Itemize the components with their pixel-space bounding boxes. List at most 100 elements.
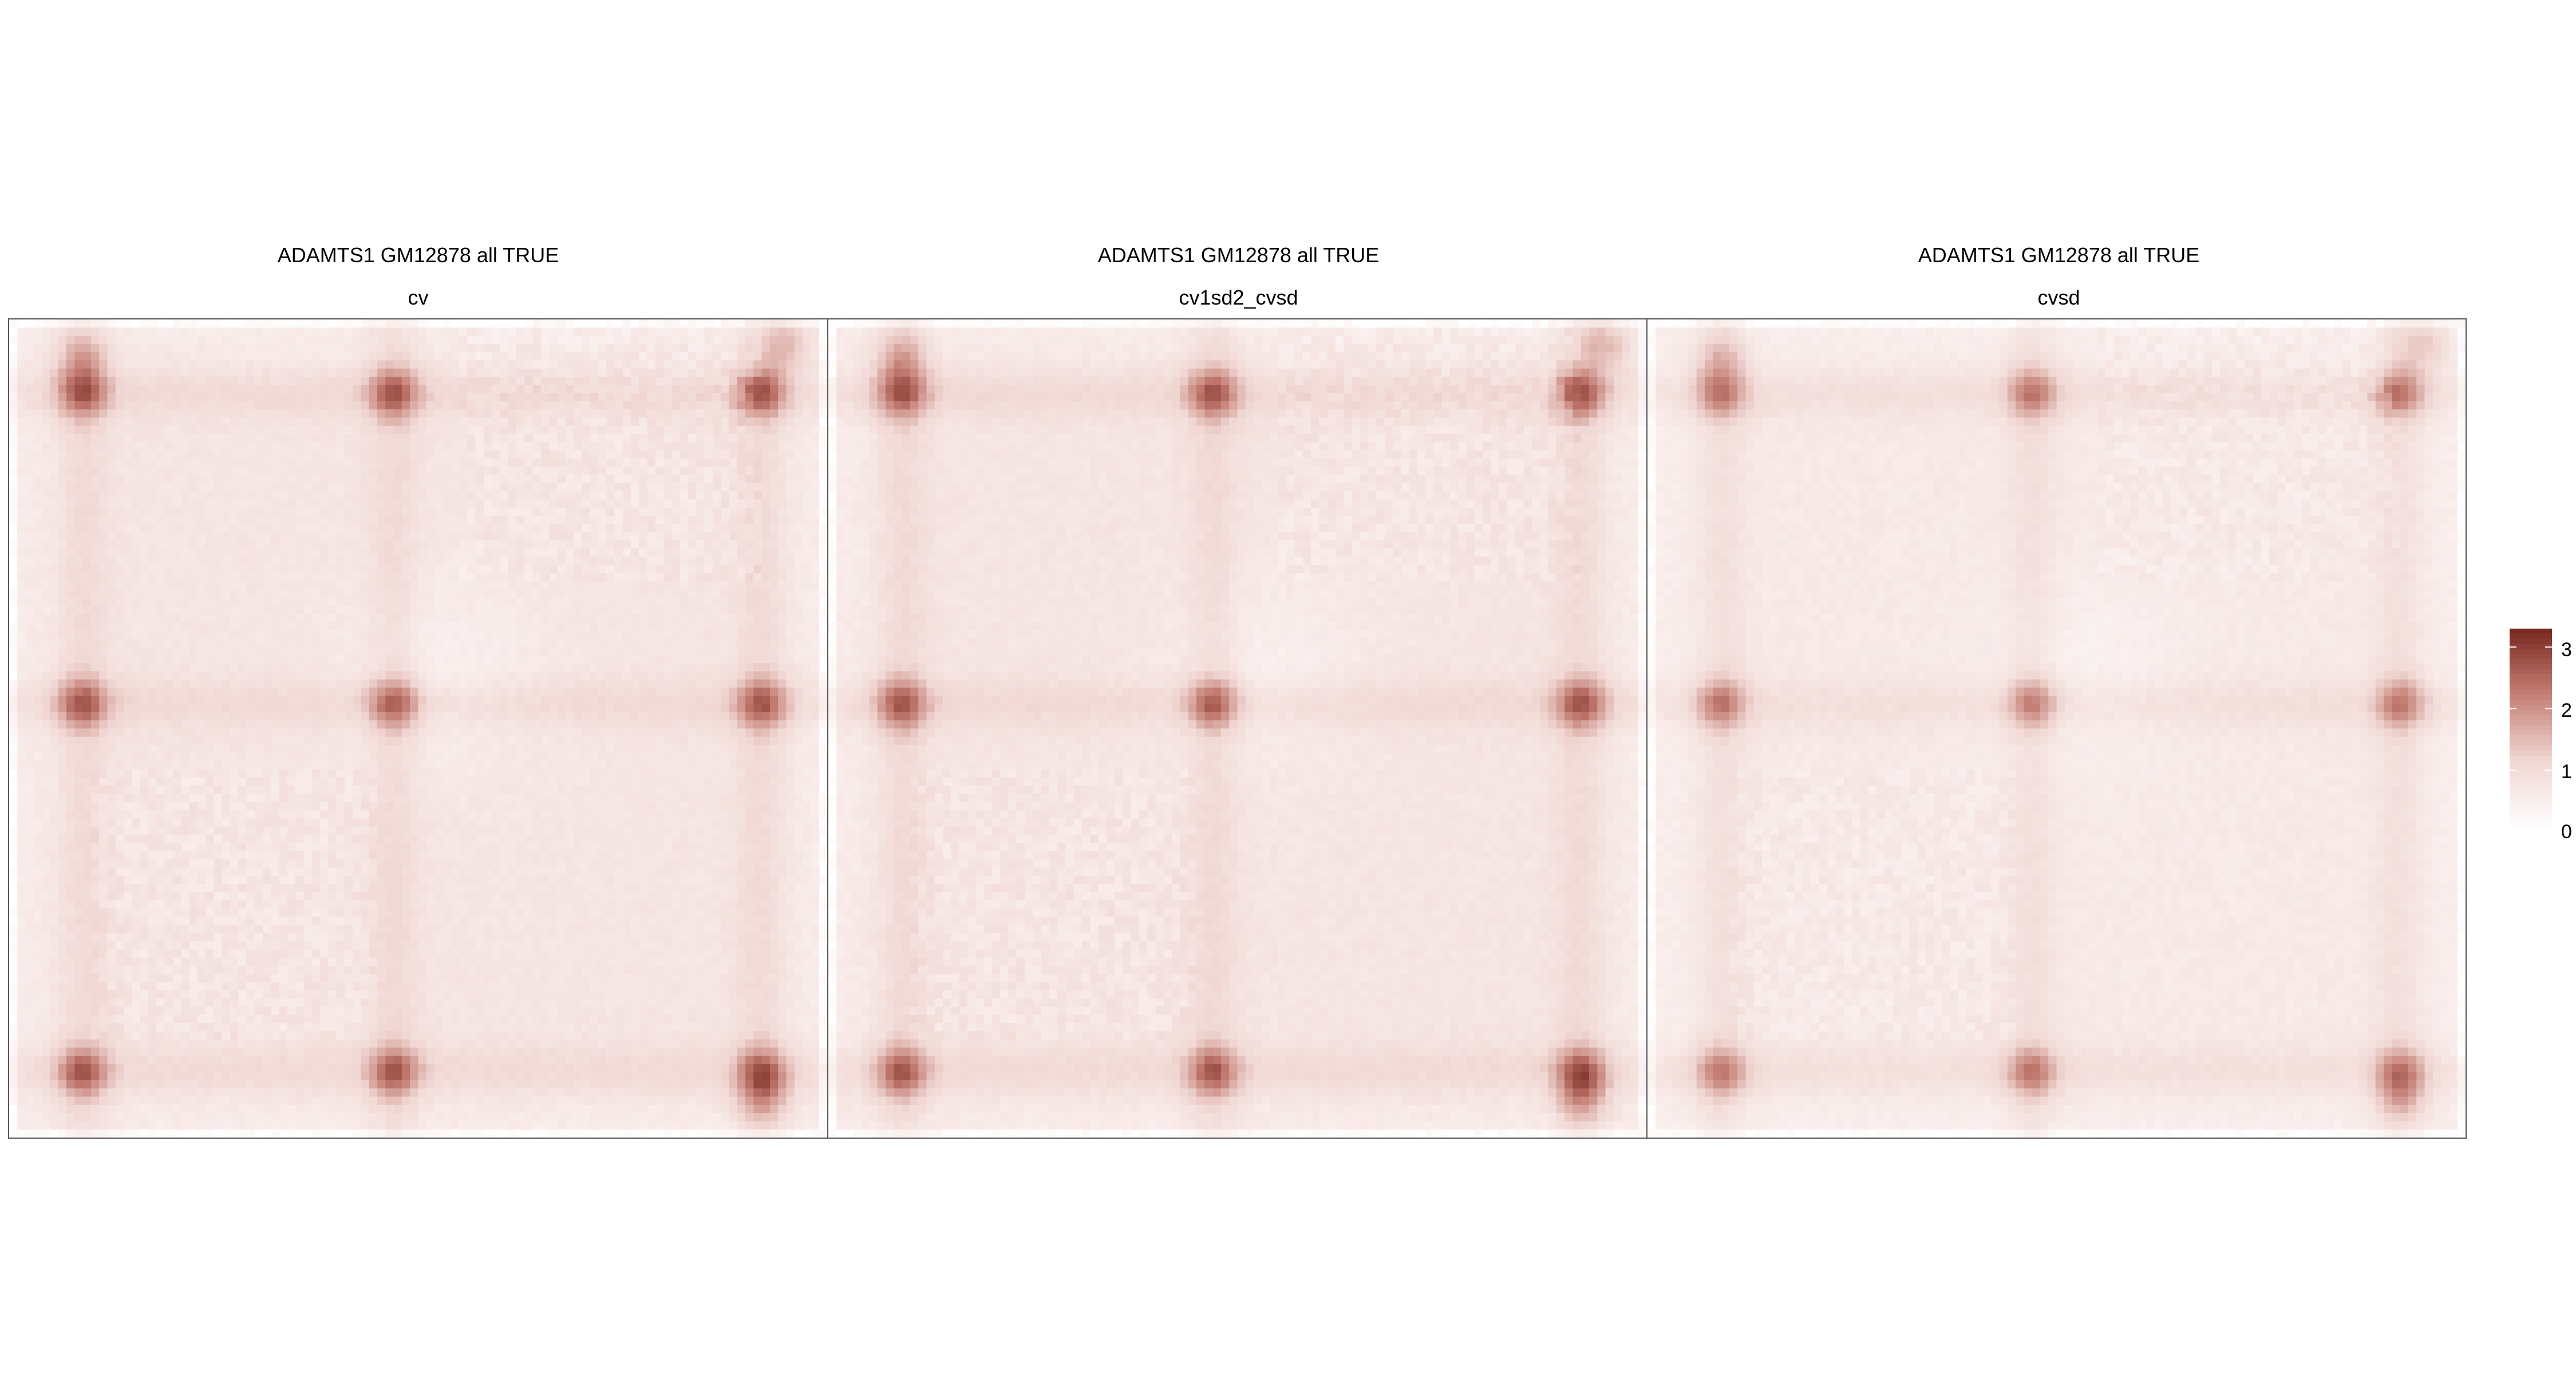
- heatmap-cell: [90, 679, 100, 688]
- heatmap-cell: [475, 589, 484, 598]
- heatmap-cell: [132, 630, 141, 639]
- heatmap-cell: [353, 319, 362, 329]
- heatmap-cell: [148, 581, 157, 590]
- heatmap-cell: [295, 335, 305, 345]
- heatmap-cell: [679, 581, 689, 590]
- heatmap-cell: [156, 671, 165, 680]
- heatmap-cell: [582, 564, 591, 574]
- heatmap-cell: [148, 548, 157, 558]
- heatmap-cell: [516, 638, 525, 647]
- heatmap-cell: [295, 622, 305, 631]
- heatmap-cell: [42, 450, 51, 459]
- heatmap-cell: [811, 352, 820, 361]
- heatmap-cell: [254, 335, 263, 345]
- heatmap-cell: [475, 671, 484, 680]
- heatmap-cell: [124, 327, 133, 337]
- heatmap-cell: [663, 548, 673, 558]
- heatmap-cell: [246, 646, 255, 656]
- heatmap-cell: [582, 679, 591, 688]
- heatmap-cell: [434, 646, 444, 656]
- heatmap-cell: [377, 319, 386, 329]
- heatmap-cell: [500, 572, 509, 582]
- heatmap-cell: [246, 597, 255, 606]
- heatmap-cell: [622, 491, 631, 500]
- heatmap-cell: [132, 696, 141, 705]
- heatmap-cell: [483, 368, 492, 377]
- heatmap-cell: [124, 622, 133, 631]
- heatmap-cell: [132, 458, 141, 467]
- heatmap-cell: [663, 377, 673, 386]
- heatmap-cell: [532, 434, 542, 443]
- heatmap-cell: [475, 548, 484, 558]
- heatmap-cell: [17, 319, 26, 329]
- heatmap-cell: [132, 401, 141, 410]
- heatmap-cell: [418, 319, 427, 329]
- heatmap-cell: [524, 442, 534, 451]
- heatmap-cell: [66, 556, 76, 566]
- heatmap-cell: [90, 614, 100, 623]
- heatmap-cell: [483, 638, 492, 647]
- heatmap-cell: [172, 556, 181, 566]
- heatmap-cell: [811, 515, 820, 524]
- heatmap-cell: [254, 679, 263, 688]
- heatmap-cell: [99, 360, 108, 369]
- heatmap-cell: [590, 540, 599, 549]
- heatmap-cell: [483, 434, 492, 443]
- heatmap-cell: [769, 556, 779, 566]
- heatmap-cell: [704, 368, 713, 377]
- heatmap-cell: [729, 344, 738, 353]
- heatmap-cell: [761, 417, 771, 427]
- heatmap-cell: [90, 532, 100, 541]
- heatmap-cell: [729, 524, 738, 533]
- heatmap-cell: [148, 352, 157, 361]
- heatmap-cell: [140, 606, 149, 615]
- heatmap-cell: [459, 368, 468, 377]
- heatmap-cell: [729, 458, 738, 467]
- heatmap-cell: [262, 458, 271, 467]
- heatmap-cell: [197, 712, 206, 721]
- heatmap-cell: [295, 572, 305, 582]
- heatmap-cell: [115, 385, 124, 394]
- heatmap-cell: [475, 515, 484, 524]
- heatmap-cell: [124, 393, 133, 402]
- heatmap-cell: [214, 606, 223, 615]
- heatmap-cell: [238, 417, 247, 427]
- heatmap-cell: [794, 606, 803, 615]
- heatmap-cell: [540, 417, 550, 427]
- heatmap-cell: [140, 385, 149, 394]
- heatmap-cell: [140, 654, 149, 664]
- heatmap-cell: [17, 606, 26, 615]
- heatmap-cell: [574, 597, 583, 606]
- heatmap-cell: [492, 532, 501, 541]
- heatmap-cell: [614, 393, 623, 402]
- heatmap-cell: [704, 344, 713, 353]
- heatmap-cell: [254, 572, 263, 582]
- heatmap-cell: [671, 450, 681, 459]
- heatmap-cell: [115, 614, 124, 623]
- heatmap-cell: [205, 507, 214, 516]
- heatmap-cell: [271, 450, 280, 459]
- heatmap-cell: [671, 622, 681, 631]
- heatmap-cell: [622, 614, 631, 623]
- heatmap-cell: [598, 630, 607, 639]
- heatmap-cell: [647, 630, 656, 639]
- heatmap-cell: [631, 344, 640, 353]
- heatmap-cell: [647, 581, 656, 590]
- heatmap-cell: [279, 434, 288, 443]
- heatmap-cell: [557, 417, 566, 427]
- heatmap-cell: [549, 540, 558, 549]
- heatmap-cell: [459, 696, 468, 705]
- heatmap-cell: [42, 327, 51, 337]
- heatmap-cell: [353, 597, 362, 606]
- heatmap-cell: [361, 688, 370, 697]
- heatmap-cell: [311, 663, 321, 672]
- heatmap-cell: [819, 704, 827, 713]
- heatmap-cell: [222, 442, 231, 451]
- heatmap-cell: [279, 475, 288, 484]
- heatmap-cell: [172, 434, 181, 443]
- heatmap-cell: [410, 409, 419, 418]
- heatmap-cell: [353, 630, 362, 639]
- heatmap-cell: [574, 434, 583, 443]
- heatmap-cell: [9, 548, 18, 558]
- heatmap-cell: [58, 581, 67, 590]
